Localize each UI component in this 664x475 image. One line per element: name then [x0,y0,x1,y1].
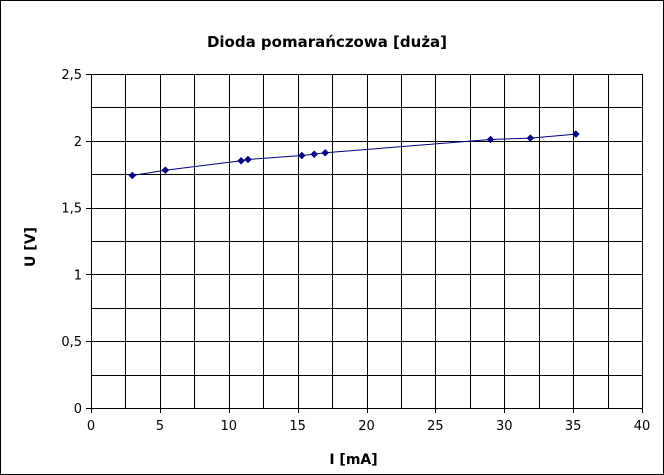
y-axis-label: U [V] [23,227,39,267]
data-point [237,156,245,165]
data-point [526,134,535,142]
data-point [244,155,252,164]
data-point [321,148,330,157]
x-tick-label: 5 [156,419,164,434]
y-tick-label: 0 [74,402,82,417]
y-tick-label: 2 [74,135,82,150]
x-tick-label: 20 [358,419,375,434]
tick-layer: 0 5 10 15 20 25 30 35 40 0 0,5 1 1,5 2 2,5 [61,68,650,434]
data-point [297,151,306,160]
y-tick-label: 1,5 [61,202,82,217]
data-point [128,171,137,180]
x-tick-label: 15 [289,419,306,434]
x-tick-label: 0 [87,419,95,434]
x-tick-label: 25 [427,419,444,434]
data-point [486,135,495,144]
x-tick-label: 10 [220,419,237,434]
data-point [572,130,580,138]
x-axis-label: I [mA] [329,452,377,468]
x-tick-label: 40 [634,419,651,434]
series-line [132,133,576,176]
y-tick-label: 2,5 [61,68,82,83]
data-point [310,150,319,159]
series-layer [128,130,580,180]
grid-layer [91,74,642,408]
chart-title: Dioda pomarańczowa [duża] [207,33,447,51]
y-tick-label: 0,5 [61,335,82,350]
x-tick-label: 35 [565,419,582,434]
x-tick-label: 30 [496,419,513,434]
y-tick-label: 1 [74,268,82,283]
data-point [161,166,170,175]
